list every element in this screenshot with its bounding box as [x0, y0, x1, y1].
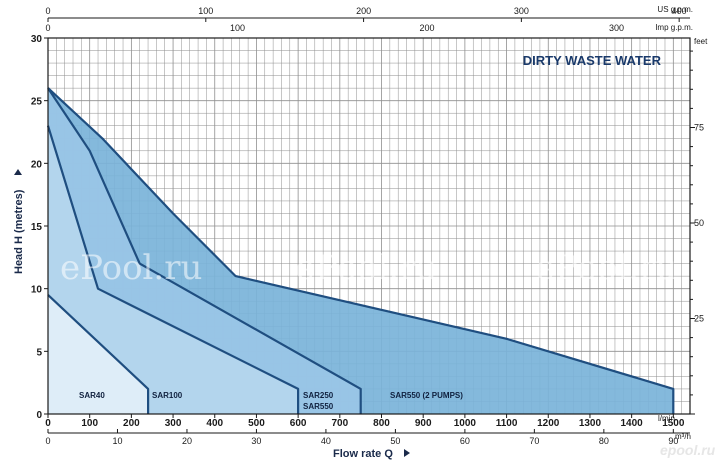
y2-tick-label: 50 [694, 218, 704, 228]
top-unit-label: US g.p.m. [657, 5, 693, 14]
series-curve-1 [47, 87, 362, 414]
x2-tick-label: 0 [45, 436, 50, 446]
series-area-3 [48, 294, 149, 414]
top2-tick-label: 300 [609, 23, 624, 33]
x-tick-label: 1500 [662, 418, 685, 429]
top2-tick-label: 200 [420, 23, 435, 33]
x-tick-label: 1200 [537, 418, 560, 429]
x-axis-arrow-icon [404, 449, 410, 457]
x-tick-label: 900 [415, 418, 432, 429]
x2-tick-label: 50 [390, 436, 400, 446]
series-curve-0 [47, 87, 675, 414]
top2-tick-label: 100 [230, 23, 245, 33]
x2-tick-label: 10 [112, 436, 122, 446]
top2-tick-label: 0 [45, 23, 50, 33]
top-tick-label: 200 [356, 6, 371, 16]
series-label-sar250: SAR250 [303, 391, 334, 400]
series-curve-3 [47, 294, 150, 414]
y-axis-arrow-icon [14, 169, 22, 175]
top-tick-label: 100 [198, 6, 213, 16]
x-tick-label: 500 [248, 418, 265, 429]
x-tick-label: 300 [165, 418, 182, 429]
series-label-sar550-2pumps: SAR550 (2 PUMPS) [390, 391, 463, 400]
x-unit-label: l/min [658, 414, 675, 423]
watermark-3: ePool.ru [535, 248, 677, 288]
top-tick-label: 0 [45, 6, 50, 16]
y-tick-label: 0 [36, 410, 42, 421]
y-tick-label: 15 [31, 222, 43, 233]
y-axis-label: Head H (metres) [13, 189, 25, 274]
x-tick-label: 1000 [454, 418, 477, 429]
x2-tick-label: 70 [529, 436, 539, 446]
x-tick-label: 0 [45, 418, 51, 429]
y-tick-label: 10 [31, 285, 43, 296]
y-tick-label: 30 [31, 34, 43, 45]
pump-curve-areas [46, 87, 675, 414]
x2-tick-label: 80 [599, 436, 609, 446]
x2-tick-label: 30 [251, 436, 261, 446]
series-label-sar40: SAR40 [79, 391, 105, 400]
series-label-sar100: SAR100 [152, 391, 183, 400]
x2-tick-label: 40 [321, 436, 331, 446]
y-tick-label: 25 [31, 97, 43, 108]
x-tick-label: 1300 [579, 418, 602, 429]
x-tick-label: 600 [290, 418, 307, 429]
top-tick-label: 400 [672, 6, 687, 16]
x2-tick-label: 90 [668, 436, 678, 446]
x-tick-label: 700 [331, 418, 348, 429]
y2-tick-label: 75 [694, 122, 704, 132]
y-tick-label: 20 [31, 159, 43, 170]
x2-tick-label: 20 [182, 436, 192, 446]
x-tick-label: 1400 [621, 418, 644, 429]
x-tick-label: 100 [81, 418, 98, 429]
watermark-2: ePool.ru [295, 248, 437, 288]
y-tick-label: 5 [36, 347, 42, 358]
x-tick-label: 400 [206, 418, 223, 429]
x2-unit-label: m³/h [675, 432, 691, 441]
chart-title: DIRTY WASTE WATER [523, 53, 662, 68]
y2-tick-label: 25 [694, 313, 704, 323]
watermark-1: ePool.ru [60, 248, 202, 288]
x2-tick-label: 60 [460, 436, 470, 446]
top-tick-label: 300 [514, 6, 529, 16]
x-tick-label: 800 [373, 418, 390, 429]
x-tick-label: 200 [123, 418, 140, 429]
top2-unit-label: Imp g.p.m. [655, 23, 693, 32]
x-axis-label: Flow rate Q [333, 448, 393, 460]
y2-unit-label: feet [694, 37, 708, 46]
chart-axes: 0 100 200 300 400 500 600 700 800 900 1000 1100 1200… [31, 6, 704, 446]
x-tick-label: 1100 [496, 418, 518, 429]
logo: epool.ru [660, 442, 716, 458]
series-label-sar550: SAR550 [303, 402, 334, 411]
series-area-2 [48, 125, 299, 414]
series-curve-2 [46, 125, 300, 414]
